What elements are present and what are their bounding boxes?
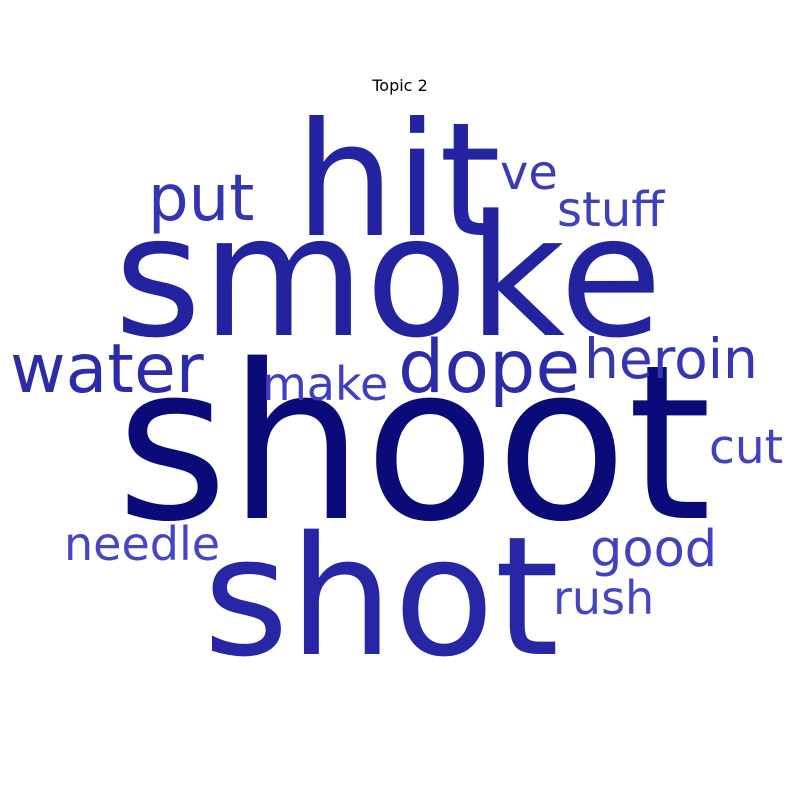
word-good: good: [590, 520, 717, 579]
word-heroin: heroin: [584, 327, 758, 391]
word-rush: rush: [553, 571, 654, 625]
word-smoke: smoke: [114, 179, 663, 375]
word-dope: dope: [398, 325, 580, 410]
word-put: put: [148, 162, 254, 236]
word-needle: needle: [64, 517, 220, 571]
word-stuff: stuff: [557, 182, 665, 238]
word-water: water: [10, 330, 204, 409]
word-hit: hit: [295, 89, 501, 273]
figure-title: Topic 2: [372, 76, 428, 95]
word-make: make: [262, 357, 388, 411]
word-shoot: shoot: [116, 318, 712, 569]
word-shot: shot: [203, 501, 559, 693]
word-ve: ve: [500, 145, 558, 201]
word-cut: cut: [709, 420, 783, 475]
